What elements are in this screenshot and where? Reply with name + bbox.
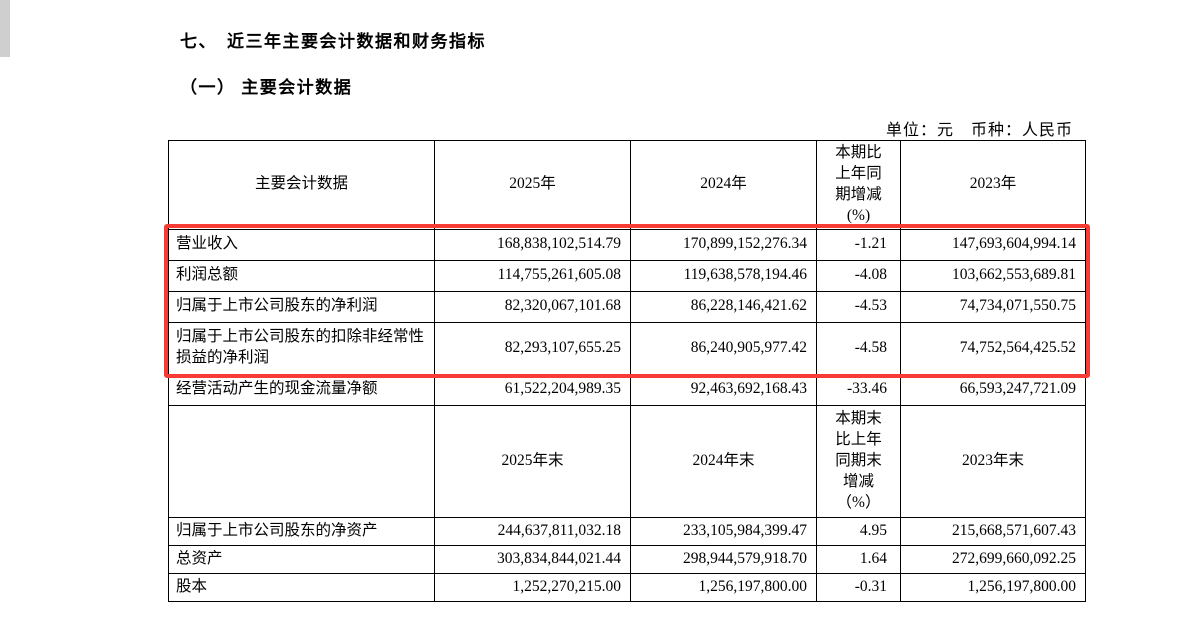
header-year-2023: 2023年 [900, 140, 1086, 230]
value-2025: 82,320,067,101.68 [434, 290, 631, 323]
value-change: -33.46 [816, 373, 901, 406]
table-row: 归属于上市公司股东的净利润 82,320,067,101.68 86,228,1… [168, 290, 1086, 323]
section-title: 七、 近三年主要会计数据和财务指标 [180, 32, 486, 51]
value-change: -4.53 [816, 290, 901, 323]
row-label: 营业收入 [168, 228, 435, 261]
value-2024: 233,105,984,399.47 [630, 516, 817, 546]
row-label: 股本 [168, 572, 435, 602]
value-2025: 244,637,811,032.18 [434, 516, 631, 546]
value-2024: 170,899,152,276.34 [630, 228, 817, 261]
value-2025: 61,522,204,989.35 [434, 373, 631, 406]
header-yearend-2023: 2023年末 [900, 404, 1086, 518]
value-2024: 86,228,146,421.62 [630, 290, 817, 323]
header-change-end: 本期末比上年同期末增减（%） [816, 404, 901, 518]
value-2025: 114,755,261,605.08 [434, 259, 631, 292]
table-row: 归属于上市公司股东的扣除非经常性损益的净利润 82,293,107,655.25… [168, 321, 1086, 375]
header-year-2025: 2025年 [434, 140, 631, 230]
value-2023: 272,699,660,092.25 [900, 544, 1086, 574]
value-2024: 1,256,197,800.00 [630, 572, 817, 602]
value-change: 1.64 [816, 544, 901, 574]
header-empty-label [168, 404, 435, 518]
table-row: 营业收入 168,838,102,514.79 170,899,152,276.… [168, 228, 1086, 261]
value-2025: 1,252,270,215.00 [434, 572, 631, 602]
value-2023: 215,668,571,607.43 [900, 516, 1086, 546]
row-label: 利润总额 [168, 259, 435, 292]
value-2024: 119,638,578,194.46 [630, 259, 817, 292]
table-header-row-period: 主要会计数据 2025年 2024年 本期比上年同期增减(%) 2023年 [168, 140, 1086, 230]
unit-currency-note: 单位：元 币种：人民币 [885, 122, 1073, 139]
value-2023: 66,593,247,721.09 [900, 373, 1086, 406]
value-2025: 168,838,102,514.79 [434, 228, 631, 261]
value-change: -4.58 [816, 321, 901, 375]
row-label: 归属于上市公司股东的扣除非经常性损益的净利润 [168, 321, 435, 375]
value-2023: 1,256,197,800.00 [900, 572, 1086, 602]
header-year-2024: 2024年 [630, 140, 817, 230]
value-2023: 147,693,604,994.14 [900, 228, 1086, 261]
row-label: 经营活动产生的现金流量净额 [168, 373, 435, 406]
header-main-label: 主要会计数据 [168, 140, 435, 230]
header-yearend-2025: 2025年末 [434, 404, 631, 518]
value-2025: 303,834,844,021.44 [434, 544, 631, 574]
value-2025: 82,293,107,655.25 [434, 321, 631, 375]
table-row: 股本 1,252,270,215.00 1,256,197,800.00 -0.… [168, 572, 1086, 602]
table-row: 归属于上市公司股东的净资产 244,637,811,032.18 233,105… [168, 516, 1086, 546]
financial-table-wrapper: 主要会计数据 2025年 2024年 本期比上年同期增减(%) 2023年 营业… [164, 140, 1090, 602]
header-change-period: 本期比上年同期增减(%) [816, 140, 901, 230]
scrollbar-fragment[interactable] [0, 0, 10, 57]
row-label: 归属于上市公司股东的净利润 [168, 290, 435, 323]
value-2023: 103,662,553,689.81 [900, 259, 1086, 292]
row-label: 归属于上市公司股东的净资产 [168, 516, 435, 546]
table-row: 总资产 303,834,844,021.44 298,944,579,918.7… [168, 544, 1086, 574]
value-2024: 298,944,579,918.70 [630, 544, 817, 574]
value-change: -4.08 [816, 259, 901, 292]
value-change: -0.31 [816, 572, 901, 602]
header-yearend-2024: 2024年末 [630, 404, 817, 518]
table-header-row-end: 2025年末 2024年末 本期末比上年同期末增减（%） 2023年末 [168, 404, 1086, 518]
value-change: 4.95 [816, 516, 901, 546]
subsection-title: （一） 主要会计数据 [180, 78, 353, 97]
row-label: 总资产 [168, 544, 435, 574]
value-2024: 92,463,692,168.43 [630, 373, 817, 406]
table-row: 经营活动产生的现金流量净额 61,522,204,989.35 92,463,6… [168, 373, 1086, 406]
value-2023: 74,734,071,550.75 [900, 290, 1086, 323]
financial-table: 主要会计数据 2025年 2024年 本期比上年同期增减(%) 2023年 营业… [168, 140, 1086, 602]
value-2024: 86,240,905,977.42 [630, 321, 817, 375]
value-2023: 74,752,564,425.52 [900, 321, 1086, 375]
table-row: 利润总额 114,755,261,605.08 119,638,578,194.… [168, 259, 1086, 292]
value-change: -1.21 [816, 228, 901, 261]
